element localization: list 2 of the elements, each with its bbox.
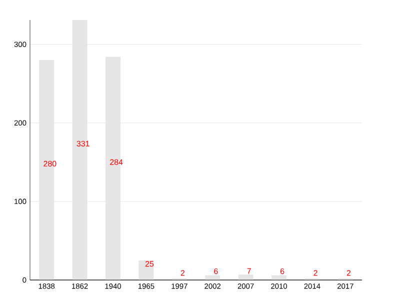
bar [238, 274, 254, 280]
bar [138, 260, 154, 280]
